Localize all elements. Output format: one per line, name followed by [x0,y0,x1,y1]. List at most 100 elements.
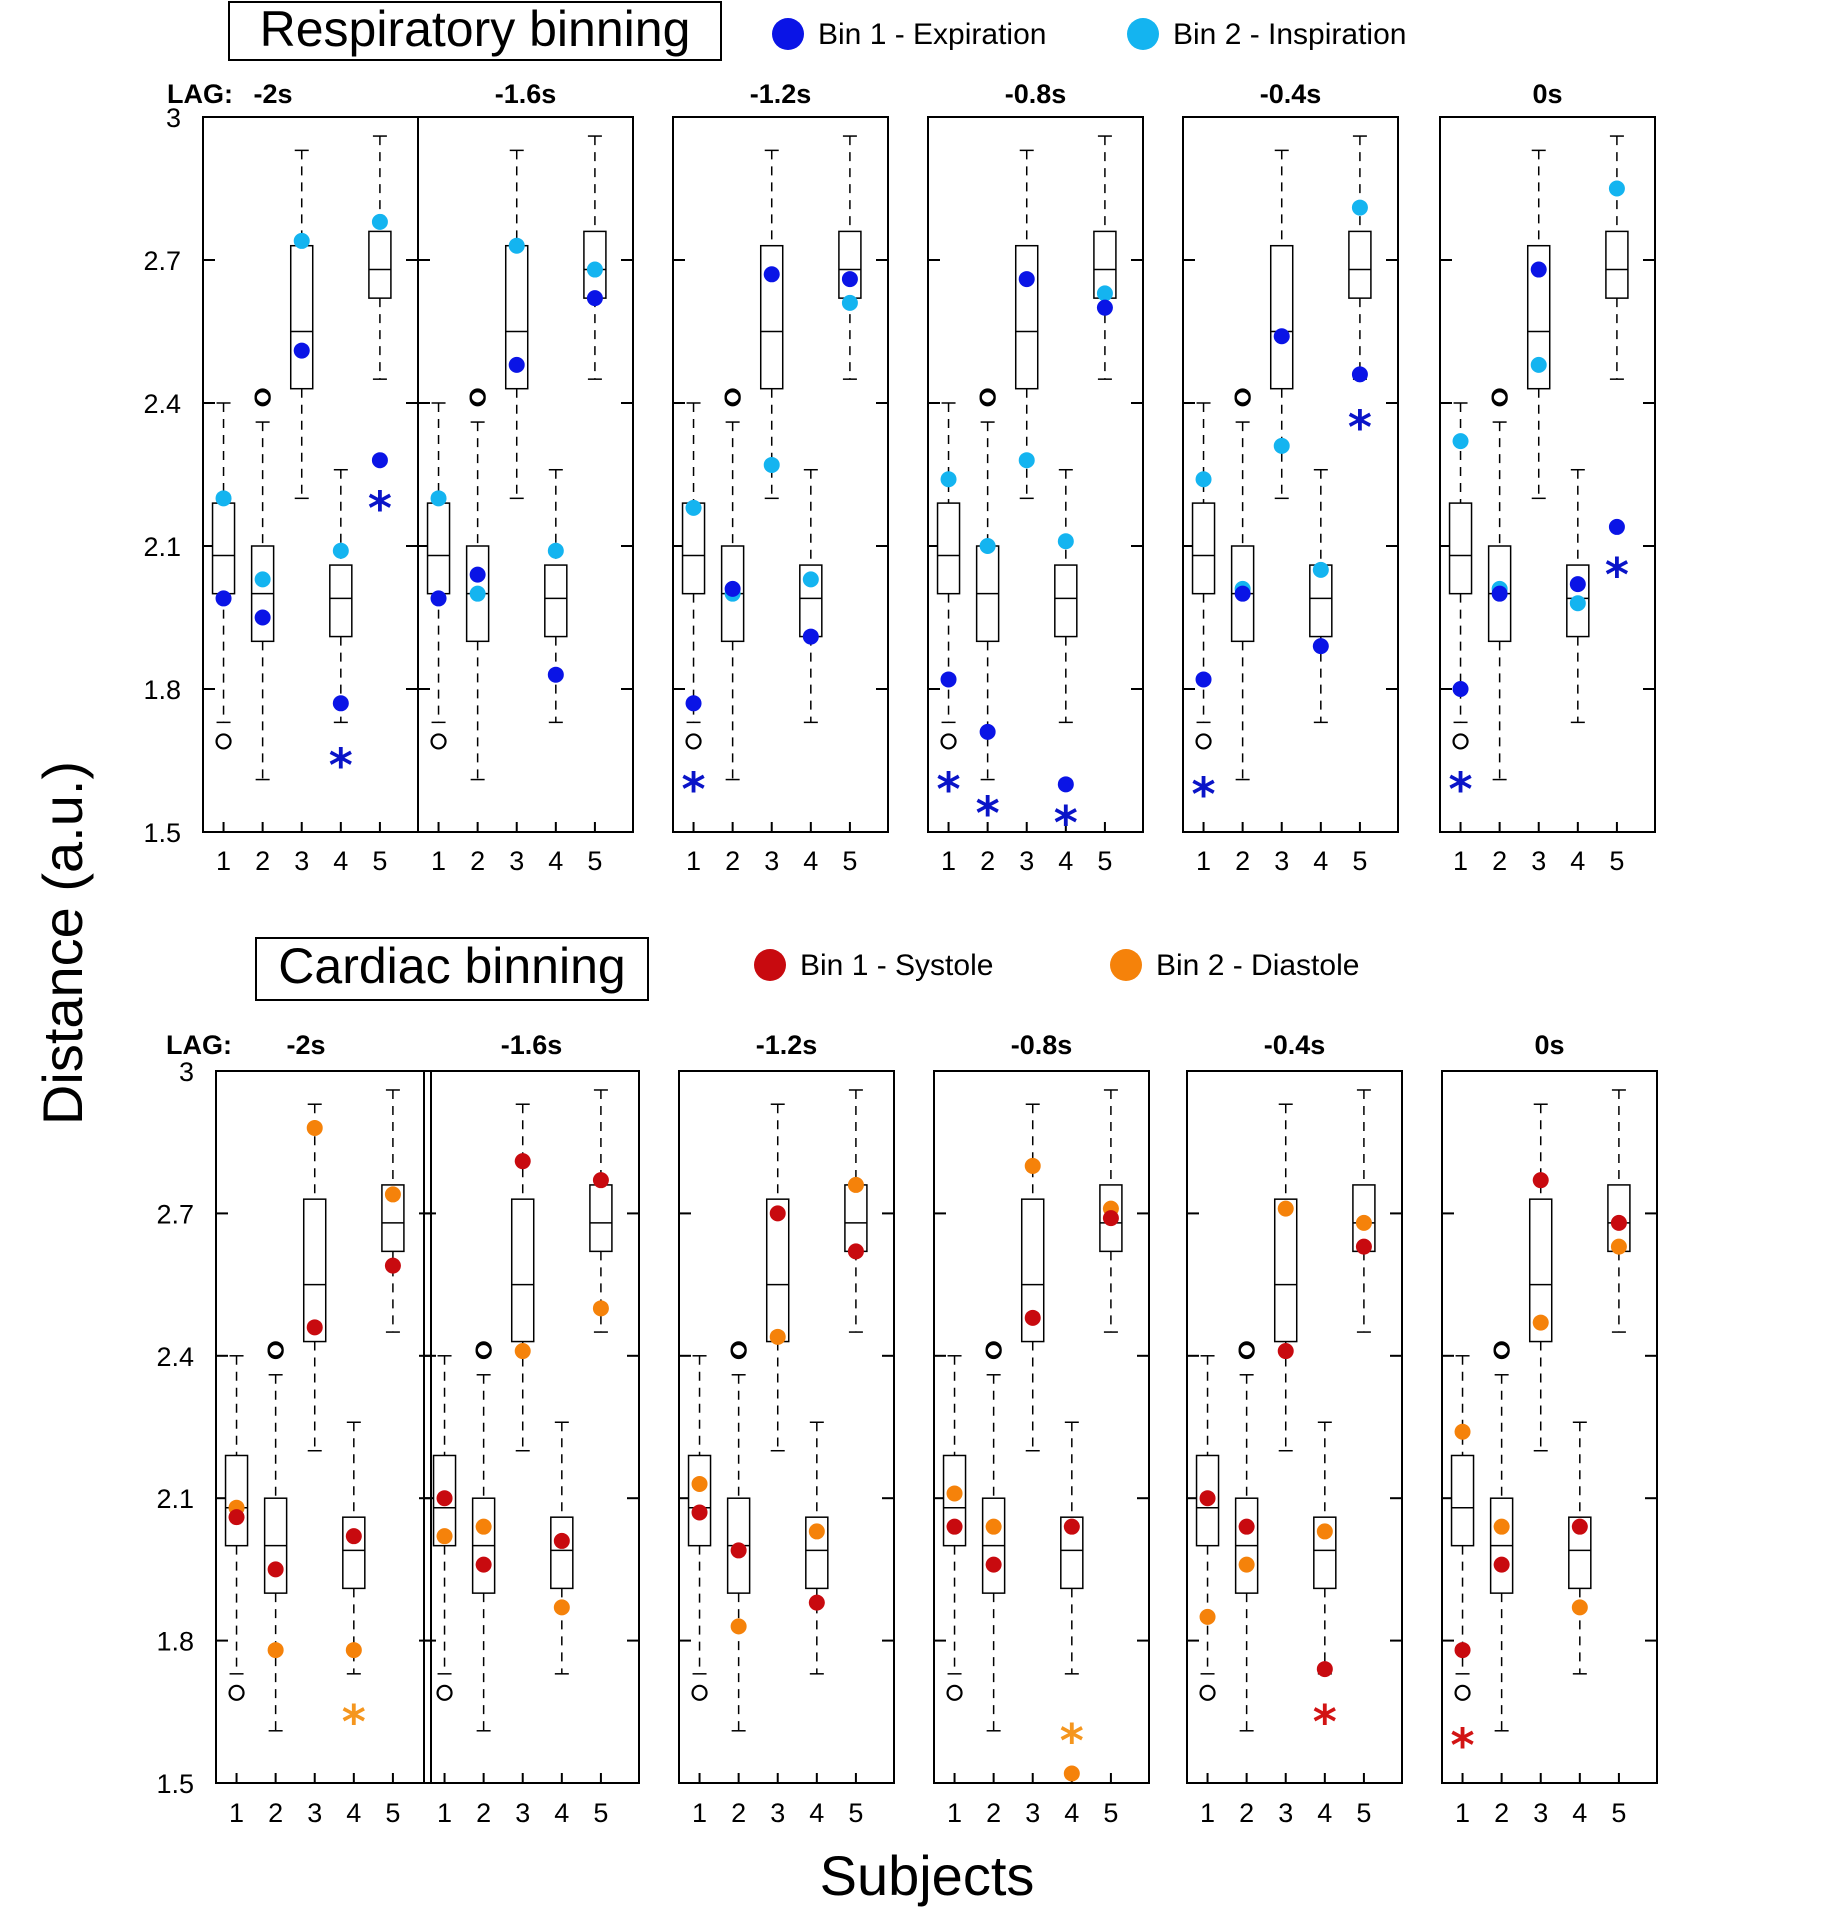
x-tick-label: 2 [1239,1798,1254,1828]
bin1-point [254,609,271,626]
bin2-point [592,1300,609,1317]
bin1-point [1610,1214,1627,1231]
bin1-point [1491,585,1508,602]
box [844,1184,868,1253]
x-tick-label: 2 [980,846,995,876]
significance-star: * [1054,796,1078,850]
box [1273,1198,1298,1343]
lag-label: -1.6s [495,79,557,109]
bin2-point [1493,1518,1510,1535]
bin1-point [430,590,447,607]
cardiac-title-box [255,937,649,1001]
bin1-point [1096,299,1113,316]
box [510,1198,535,1343]
outlier-marker [475,1341,492,1358]
box [1450,1454,1475,1547]
lag-label: -0.4s [1264,1030,1326,1060]
x-tick-label: 4 [1064,1798,1079,1828]
subplot: -1.2s 1 2 3 4 5 * [672,79,889,876]
bin1-point [1199,1490,1216,1507]
bin2-point [1312,561,1329,578]
bin2-point [685,499,702,516]
bin1-point [691,1504,708,1521]
x-tick-label: 1 [686,846,701,876]
y-tick-label: 1.8 [143,675,181,705]
bin2-point [691,1475,708,1492]
outlier-marker [1238,1341,1255,1358]
box [381,1184,405,1253]
x-tick-label: 2 [1235,846,1250,876]
x-tick-label: 5 [587,846,602,876]
respiratory-title-box [228,1,722,61]
box [589,1184,613,1253]
box [1526,244,1551,390]
bin1-point [1312,638,1329,655]
outlier-marker [1452,733,1469,750]
x-tick-label: 5 [848,1798,863,1828]
bin1-point [586,290,603,307]
bin1-point [763,266,780,283]
x-tick-label: 4 [346,1798,361,1828]
outlier-marker [1234,388,1251,405]
x-tick-label: 1 [692,1798,707,1828]
bin2-point [1018,452,1035,469]
x-tick-label: 3 [515,1798,530,1828]
lag-label: -0.8s [1011,1030,1073,1060]
x-tick-label: 2 [470,846,485,876]
bin2-point [841,294,858,311]
bin2-point [808,1523,825,1540]
bin2-point [940,471,957,488]
subplot: LAG: -2s1 2 3 4 5** [167,79,419,876]
bin2-point [1273,437,1290,454]
bin2-point [430,490,447,507]
bin1-point [946,1518,963,1535]
box [1191,502,1216,595]
bin2-point [847,1176,864,1193]
bin1-point [841,271,858,288]
x-tick-label: 3 [1531,846,1546,876]
outlier-marker [691,1684,708,1701]
y-tick-label: 1.8 [156,1627,194,1657]
bin2-point [946,1485,963,1502]
bin2-point [1199,1608,1216,1625]
legend-label-systole: Bin 1 - Systole [800,949,993,982]
bin1-point [685,695,702,712]
bin1-point [1532,1172,1549,1189]
bin2-point [586,261,603,278]
x-tick-label: 1 [1455,1798,1470,1828]
bin2-point [769,1328,786,1345]
outlier-marker [940,733,957,750]
respiratory-title: Respiratory binning [260,1,691,57]
x-tick-label: 5 [1356,1798,1371,1828]
bin1-point [508,356,525,373]
bin1-point [1530,261,1547,278]
significance-star: * [1451,1719,1475,1773]
lag-label: -1.2s [756,1030,818,1060]
bin1-point [940,671,957,688]
x-tick-label: 3 [294,846,309,876]
bin2-point [1063,1765,1080,1782]
box [759,244,784,390]
x-tick-label: 2 [1494,1798,1509,1828]
x-tick-label: 1 [947,1798,962,1828]
bin2-point [1571,1599,1588,1616]
subplot-frame [1441,1070,1658,1784]
significance-star: * [682,763,706,817]
x-tick-label: 5 [372,846,387,876]
lag-label: 0s [1532,79,1562,109]
x-tick-label: 2 [255,846,270,876]
outlier-marker [215,733,232,750]
bin1-point [1493,1556,1510,1573]
bin1-point [215,590,232,607]
outlier-marker [228,1684,245,1701]
bin2-point [1452,433,1469,450]
bin2-point [1355,1214,1372,1231]
legend-label-diastole: Bin 2 - Diastole [1156,949,1359,982]
box [1014,244,1039,390]
x-tick-label: 5 [1097,846,1112,876]
x-tick-label: 5 [1352,846,1367,876]
subplot: LAG: -2s1 2 3 4 5* [166,1030,432,1828]
bin1-point [1452,681,1469,697]
bin2-point [469,585,486,602]
